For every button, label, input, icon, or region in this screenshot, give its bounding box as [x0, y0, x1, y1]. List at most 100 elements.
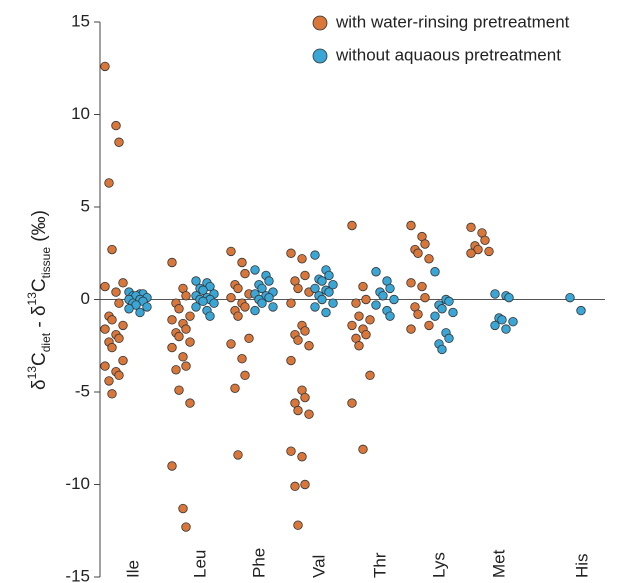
data-point	[286, 298, 296, 308]
data-point	[406, 278, 416, 288]
data-point	[264, 292, 274, 303]
data-point	[293, 405, 303, 416]
data-point	[358, 444, 368, 455]
data-point	[304, 409, 314, 419]
x-tick-label: Ile	[123, 560, 142, 578]
data-point	[424, 254, 434, 264]
data-point	[118, 355, 128, 366]
data-point	[354, 311, 364, 321]
data-point	[174, 331, 184, 342]
data-point	[185, 311, 195, 321]
data-point	[167, 461, 177, 471]
data-point	[444, 296, 454, 307]
data-point	[226, 292, 236, 303]
y-tick-label: 10	[71, 104, 90, 123]
data-point	[198, 285, 208, 295]
data-point	[347, 320, 357, 331]
data-point	[226, 339, 236, 349]
data-point	[114, 370, 124, 381]
y-label-part: δ	[29, 379, 50, 390]
data-point	[107, 315, 117, 325]
x-tick-label: Leu	[190, 550, 209, 578]
y-tick-label: 15	[71, 11, 90, 30]
data-point	[264, 276, 274, 286]
data-point	[286, 446, 296, 456]
data-point	[286, 355, 296, 366]
y-label-part: diet	[39, 332, 53, 352]
data-point	[365, 315, 375, 325]
data-point	[178, 503, 188, 514]
data-point	[107, 244, 117, 255]
data-point	[181, 522, 191, 532]
data-point	[174, 304, 184, 314]
data-point	[310, 283, 320, 294]
data-point	[209, 298, 219, 308]
y-tick-label: -10	[65, 474, 90, 493]
data-point	[317, 294, 327, 305]
data-point	[237, 354, 247, 364]
data-point	[185, 337, 195, 347]
data-point	[437, 344, 447, 355]
data-point	[250, 265, 260, 275]
y-label-part: tissue	[39, 247, 53, 279]
data-point	[321, 307, 331, 318]
data-point	[504, 292, 514, 303]
data-point	[107, 389, 117, 399]
data-point	[244, 333, 254, 344]
data-point	[413, 248, 423, 258]
x-tick-label: Thr	[370, 552, 389, 578]
data-point	[268, 302, 278, 312]
data-point	[167, 257, 177, 268]
x-tick-label: Val	[309, 555, 328, 578]
data-point	[361, 329, 371, 340]
data-point	[135, 307, 145, 318]
data-point	[174, 385, 184, 395]
data-point	[576, 305, 586, 316]
data-point	[420, 239, 430, 249]
legend-label: without aquaous pretreatment	[335, 45, 561, 64]
data-point	[424, 320, 434, 331]
data-point	[501, 324, 511, 334]
data-point	[300, 479, 310, 490]
data-point	[257, 298, 267, 308]
y-tick-label: -15	[65, 566, 90, 583]
data-point	[406, 220, 416, 231]
data-point	[328, 298, 338, 308]
data-point	[198, 296, 208, 307]
data-point	[351, 298, 361, 308]
data-point	[490, 289, 500, 299]
data-point	[185, 398, 195, 408]
data-point	[181, 324, 191, 334]
x-tick-label: Lys	[429, 552, 448, 578]
data-point	[347, 398, 357, 408]
data-point	[406, 324, 416, 334]
data-point	[293, 335, 303, 345]
data-point	[118, 320, 128, 331]
data-point	[297, 254, 307, 264]
data-point	[430, 311, 440, 321]
y-tick-label: 0	[81, 289, 90, 308]
data-point	[240, 370, 250, 381]
data-point	[347, 220, 357, 231]
data-point	[171, 365, 181, 375]
y-tick-label: 5	[81, 196, 90, 215]
data-point	[111, 287, 121, 297]
data-point	[389, 294, 399, 305]
legend-marker	[312, 15, 328, 31]
x-tick-label: Met	[489, 549, 508, 578]
data-point	[257, 283, 267, 294]
data-point	[324, 270, 334, 281]
data-point	[293, 520, 303, 530]
data-point	[142, 302, 152, 312]
data-point	[497, 315, 507, 325]
data-point	[310, 250, 320, 260]
data-point	[448, 307, 458, 318]
data-point	[430, 267, 440, 277]
data-point	[508, 317, 518, 327]
data-point	[167, 315, 177, 325]
data-point	[124, 304, 134, 314]
data-point	[250, 305, 260, 316]
y-axis-label: δ13Cdiet - δ13Ctissue (‰)	[25, 210, 53, 390]
data-point	[286, 248, 296, 258]
data-point	[100, 281, 110, 292]
